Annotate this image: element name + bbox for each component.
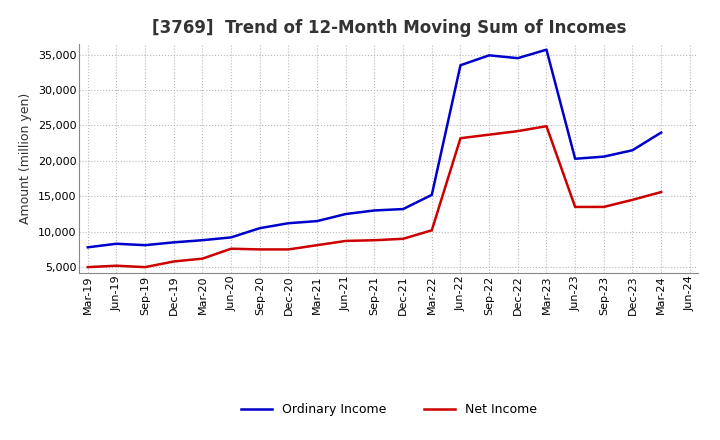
Ordinary Income [141, 242, 150, 248]
Net Income [513, 128, 522, 134]
Net Income [657, 189, 665, 194]
Ordinary Income [628, 147, 636, 153]
Ordinary Income [428, 192, 436, 198]
Net Income [456, 136, 465, 141]
Ordinary Income [571, 156, 580, 161]
Line: Net Income: Net Income [88, 126, 661, 267]
Ordinary Income [312, 218, 321, 224]
Net Income [428, 227, 436, 233]
Net Income [284, 247, 293, 252]
Net Income [141, 264, 150, 270]
Net Income [399, 236, 408, 242]
Net Income [198, 256, 207, 261]
Ordinary Income [284, 220, 293, 226]
Ordinary Income [169, 240, 178, 245]
Net Income [227, 246, 235, 251]
Ordinary Income [256, 226, 264, 231]
Ordinary Income [84, 245, 92, 250]
Ordinary Income [198, 238, 207, 243]
Net Income [628, 197, 636, 202]
Net Income [256, 247, 264, 252]
Line: Ordinary Income: Ordinary Income [88, 50, 661, 247]
Net Income [370, 238, 379, 243]
Ordinary Income [657, 130, 665, 135]
Ordinary Income [513, 55, 522, 61]
Title: [3769]  Trend of 12-Month Moving Sum of Incomes: [3769] Trend of 12-Month Moving Sum of I… [152, 19, 626, 37]
Y-axis label: Amount (million yen): Amount (million yen) [19, 93, 32, 224]
Ordinary Income [399, 206, 408, 212]
Ordinary Income [112, 241, 121, 246]
Ordinary Income [542, 47, 551, 52]
Net Income [312, 242, 321, 248]
Ordinary Income [456, 62, 465, 68]
Net Income [169, 259, 178, 264]
Ordinary Income [485, 53, 493, 58]
Ordinary Income [600, 154, 608, 159]
Legend: Ordinary Income, Net Income: Ordinary Income, Net Income [235, 398, 542, 421]
Net Income [571, 204, 580, 209]
Net Income [84, 264, 92, 270]
Ordinary Income [370, 208, 379, 213]
Ordinary Income [227, 235, 235, 240]
Net Income [112, 263, 121, 268]
Ordinary Income [341, 211, 350, 216]
Net Income [341, 238, 350, 244]
Net Income [600, 204, 608, 209]
Net Income [542, 124, 551, 129]
Net Income [485, 132, 493, 137]
